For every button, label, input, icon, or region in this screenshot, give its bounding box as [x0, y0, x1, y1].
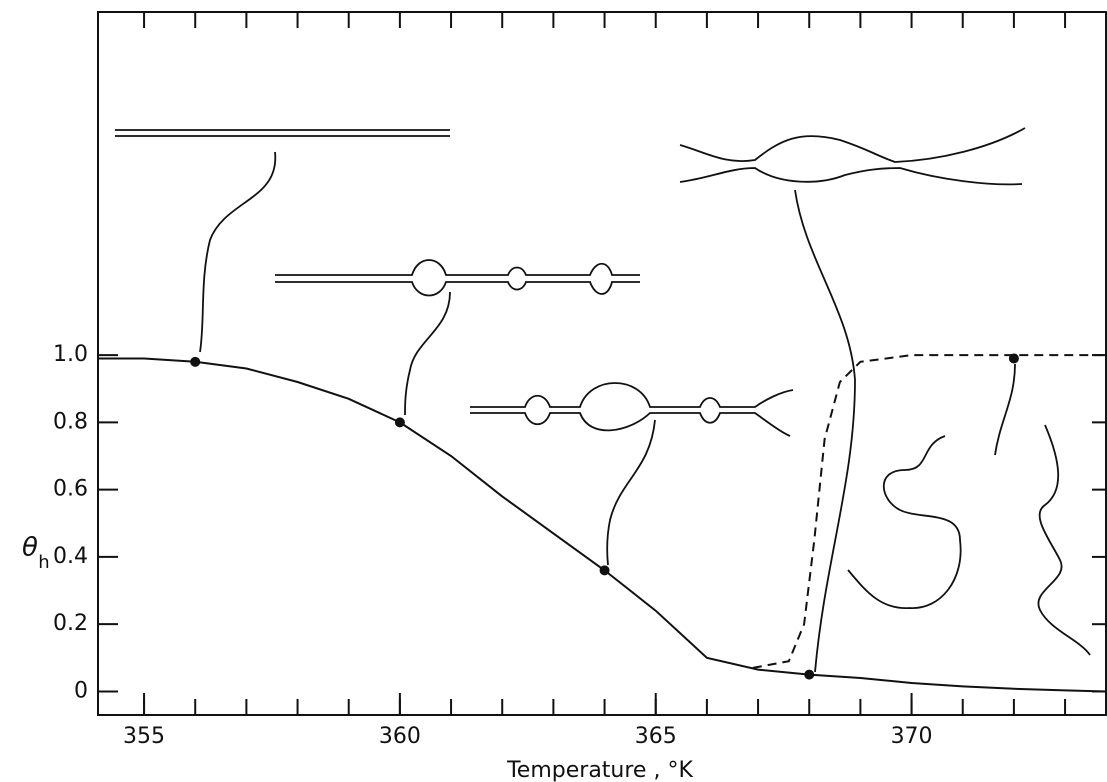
plot-frame: [97, 11, 1107, 716]
data-point: [190, 356, 201, 367]
y-tick-label: 0.4: [53, 544, 88, 569]
data-point: [599, 565, 610, 576]
y-axis-title: θ: [22, 533, 38, 563]
x-tick-label: 360: [379, 724, 421, 749]
arrow: [404, 291, 451, 416]
y-tick-label: 1.0: [53, 342, 88, 367]
random-coil: [847, 435, 962, 609]
y-tick-label: 0.2: [53, 611, 88, 636]
arrow: [994, 363, 1016, 456]
x-tick-label: 355: [123, 724, 165, 749]
arrow: [199, 151, 277, 353]
x-tick-label: 365: [635, 724, 677, 749]
y-tick-label: 0.8: [53, 409, 88, 434]
arrow: [794, 189, 856, 673]
x-axis-title: Temperature , °K: [506, 758, 693, 782]
separating-strands: [679, 127, 1026, 186]
data-point: [394, 417, 405, 428]
data-point: [804, 669, 815, 680]
y-tick-label: 0.6: [53, 477, 88, 502]
y-tick-label: 0: [74, 678, 88, 703]
arrow: [606, 419, 656, 566]
partial-helix: [275, 259, 640, 297]
x-tick-label: 370: [891, 724, 933, 749]
illustrations: [115, 127, 1091, 673]
random-coil: [1037, 424, 1091, 656]
y-axis-title-subscript: h: [38, 552, 49, 573]
data-point: [1008, 353, 1019, 364]
native-helix: [115, 129, 450, 137]
melting-helix: [470, 382, 794, 437]
dashed-curve: [752, 354, 1106, 669]
